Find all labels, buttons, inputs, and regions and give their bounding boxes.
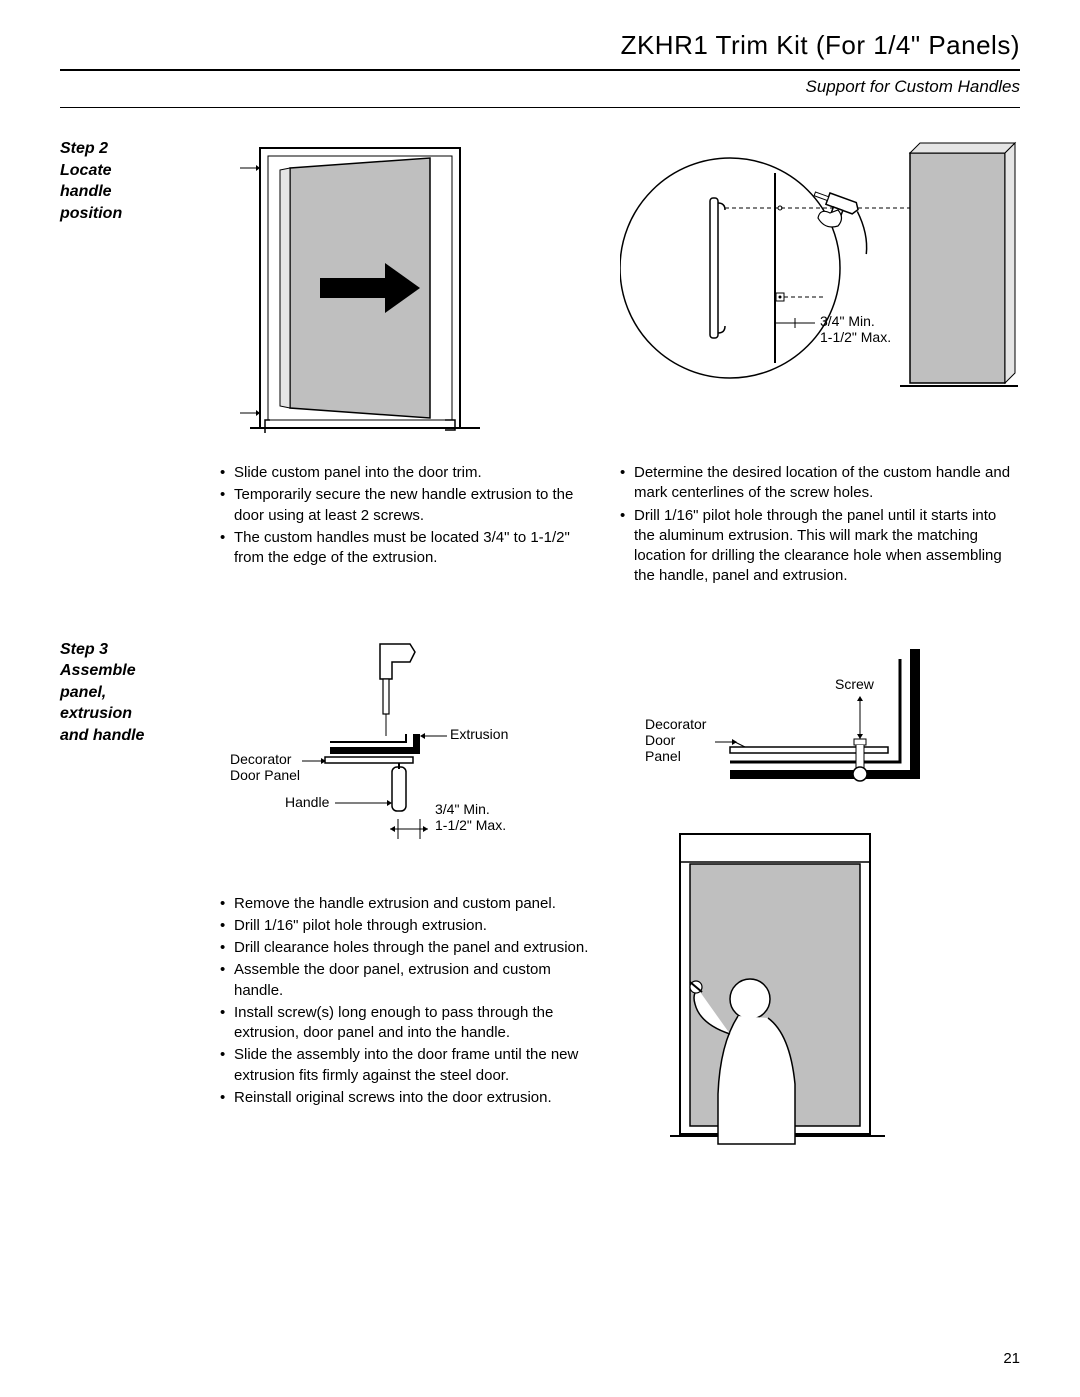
step-2-left-bullets: Slide custom panel into the door trim.Te…	[220, 463, 580, 568]
step-3-section: Step 3Assemblepanel,extrusionand handle	[60, 639, 1020, 1179]
bullet-item: Remove the handle extrusion and custom p…	[220, 894, 600, 914]
bullet-item: Drill clearance holes through the panel …	[220, 938, 600, 958]
bullet-item: Slide custom panel into the door trim.	[220, 463, 580, 483]
subtitle-rule	[60, 107, 1020, 108]
page-subtitle: Support for Custom Handles	[60, 77, 1020, 97]
bullet-item: Assemble the door panel, extrusion and c…	[220, 960, 600, 1001]
dim-label-2: 3/4" Min. 1-1/2" Max.	[435, 801, 506, 833]
decorator-panel-label: Decorator Door Panel	[230, 751, 300, 783]
step-3-label: Step 3Assemblepanel,extrusionand handle	[60, 639, 190, 1179]
bullet-item: Slide the assembly into the door frame u…	[220, 1045, 600, 1086]
extrusion-label: Extrusion	[450, 726, 508, 742]
title-rule	[60, 69, 1020, 71]
handle-label: Handle	[285, 794, 330, 810]
step-2-label: Step 2Locatehandleposition	[60, 138, 190, 589]
decorator-panel-label-2: Decorator Door Panel	[645, 716, 710, 764]
page-title: ZKHR1 Trim Kit (For 1/4" Panels)	[60, 30, 1020, 61]
step-3-figure-left: Extrusion Decorator Door Panel Handle	[220, 639, 600, 874]
step-3-left-bullets: Remove the handle extrusion and custom p…	[220, 894, 600, 1109]
dim-label: 3/4" Min. 1-1/2" Max.	[820, 313, 891, 345]
step-3-figure-bottom-right	[640, 824, 1020, 1159]
step-2-figure-left	[220, 138, 580, 443]
bullet-item: Reinstall original screws into the door …	[220, 1088, 600, 1108]
step-2-figure-right: 3/4" Min. 1-1/2" Max.	[620, 138, 1020, 443]
step-2-section: Step 2Locatehandleposition	[60, 138, 1020, 589]
screw-label: Screw	[835, 676, 875, 692]
page-number: 21	[1003, 1350, 1020, 1367]
step-3-figure-top-right: Screw Decorator Door Panel	[640, 639, 1020, 804]
bullet-item: Temporarily secure the new handle extrus…	[220, 485, 580, 526]
bullet-item: Drill 1/16" pilot hole through extrusion…	[220, 916, 600, 936]
bullet-item: Install screw(s) long enough to pass thr…	[220, 1003, 600, 1044]
step-2-right-bullets: Determine the desired location of the cu…	[620, 463, 1020, 587]
bullet-item: Determine the desired location of the cu…	[620, 463, 1020, 504]
bullet-item: Drill 1/16" pilot hole through the panel…	[620, 506, 1020, 587]
bullet-item: The custom handles must be located 3/4" …	[220, 528, 580, 569]
